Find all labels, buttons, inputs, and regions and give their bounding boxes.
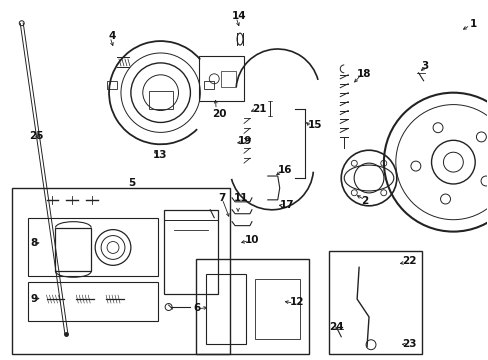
Text: 7: 7: [218, 193, 225, 203]
Text: 8: 8: [31, 238, 38, 248]
Bar: [204, 81, 214, 89]
Bar: [55, 228, 91, 271]
Text: 13: 13: [152, 150, 167, 160]
Text: 5: 5: [128, 178, 135, 188]
Text: 12: 12: [289, 297, 304, 307]
Bar: [196, 260, 309, 354]
Text: 25: 25: [29, 131, 43, 141]
Bar: [12, 188, 230, 354]
Text: 23: 23: [401, 339, 415, 349]
Text: 14: 14: [232, 11, 246, 21]
Text: 17: 17: [279, 200, 294, 210]
Bar: [328, 251, 421, 354]
Text: 21: 21: [251, 104, 266, 114]
Text: 4: 4: [108, 31, 115, 41]
Text: 22: 22: [401, 256, 415, 266]
Bar: [148, 91, 172, 109]
Bar: [221, 71, 236, 87]
Text: 2: 2: [360, 196, 367, 206]
Text: 20: 20: [212, 109, 226, 118]
Text: 11: 11: [234, 193, 248, 203]
Text: 18: 18: [356, 69, 371, 79]
Bar: [254, 279, 299, 339]
Text: 1: 1: [469, 19, 476, 29]
Bar: [163, 210, 218, 294]
Text: 9: 9: [31, 294, 38, 304]
Text: 24: 24: [328, 322, 343, 332]
Bar: [28, 218, 157, 276]
Text: 16: 16: [277, 165, 292, 175]
Bar: [206, 274, 245, 344]
Bar: [107, 81, 117, 89]
Text: 3: 3: [421, 61, 428, 71]
Text: 19: 19: [238, 136, 252, 146]
Text: 6: 6: [193, 303, 200, 313]
Bar: [28, 282, 157, 321]
Bar: [199, 56, 244, 100]
Text: 10: 10: [244, 235, 259, 244]
Text: 15: 15: [307, 121, 322, 130]
